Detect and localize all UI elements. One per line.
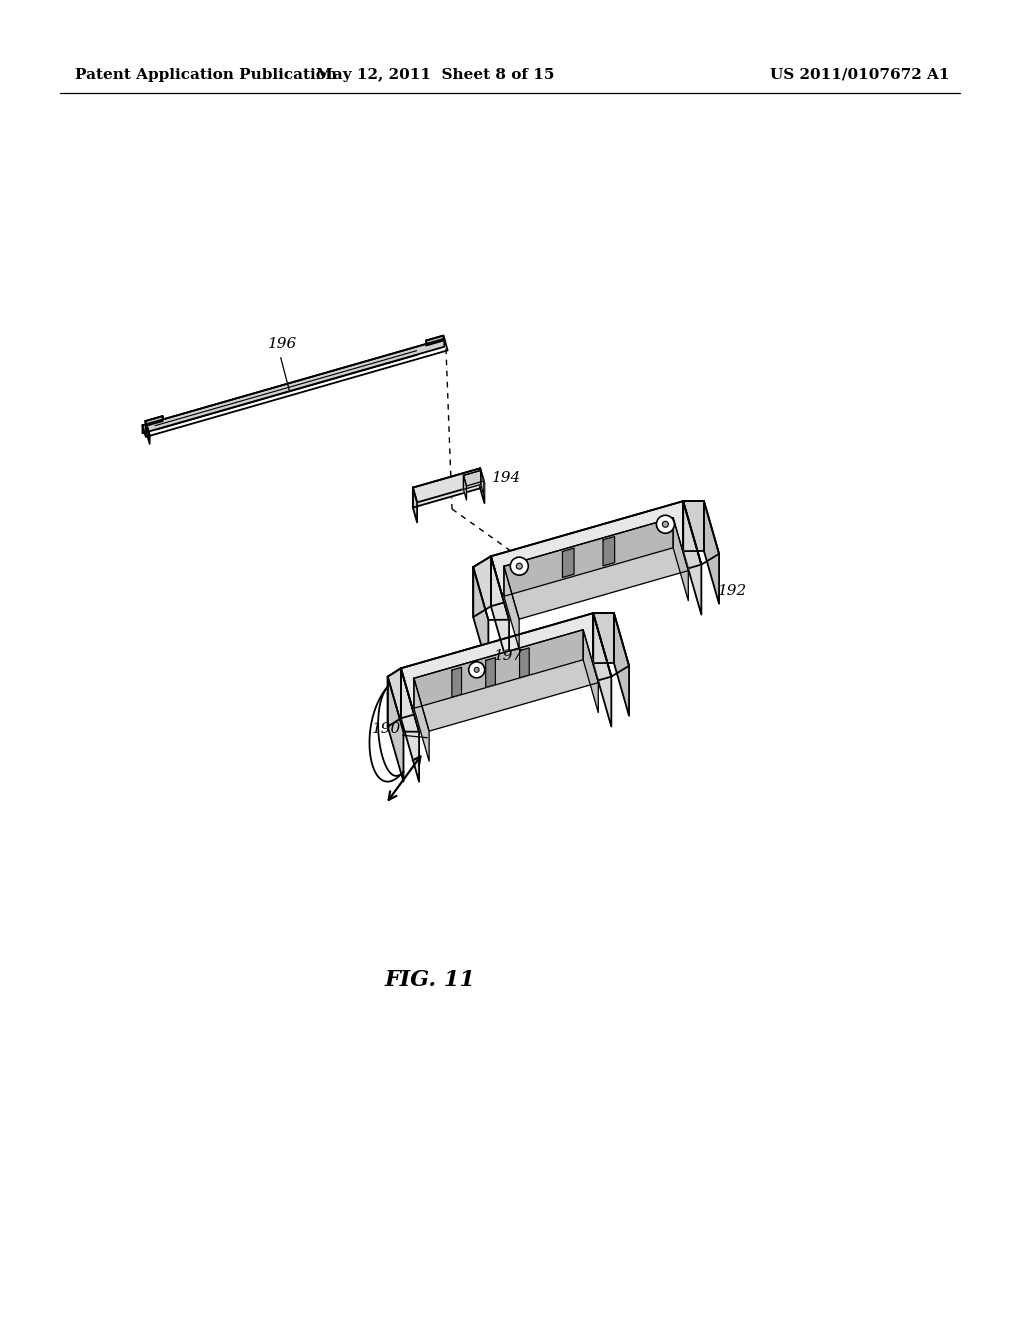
Polygon shape	[401, 668, 419, 781]
Polygon shape	[464, 470, 481, 490]
Text: US 2011/0107672 A1: US 2011/0107672 A1	[770, 69, 949, 82]
Text: Patent Application Publication: Patent Application Publication	[75, 69, 337, 82]
Polygon shape	[481, 470, 483, 495]
Text: 192: 192	[718, 583, 748, 598]
Polygon shape	[426, 335, 444, 343]
Polygon shape	[519, 648, 529, 677]
Polygon shape	[504, 517, 688, 619]
Polygon shape	[414, 630, 598, 731]
Circle shape	[656, 515, 675, 533]
Circle shape	[474, 668, 479, 672]
Text: 197: 197	[495, 649, 523, 664]
Polygon shape	[562, 548, 574, 577]
Text: FIG. 11: FIG. 11	[385, 969, 475, 991]
Polygon shape	[593, 612, 629, 677]
Polygon shape	[401, 614, 611, 731]
Text: 194: 194	[492, 471, 521, 484]
Polygon shape	[603, 536, 614, 566]
Polygon shape	[485, 657, 496, 688]
Polygon shape	[146, 339, 447, 436]
Text: 190: 190	[372, 722, 401, 737]
Text: May 12, 2011  Sheet 8 of 15: May 12, 2011 Sheet 8 of 15	[315, 69, 554, 82]
Polygon shape	[593, 612, 614, 663]
Polygon shape	[464, 475, 467, 500]
Circle shape	[663, 521, 669, 527]
Text: 196: 196	[268, 337, 297, 351]
Polygon shape	[504, 566, 519, 649]
Polygon shape	[426, 335, 443, 346]
Circle shape	[516, 564, 522, 569]
Polygon shape	[145, 416, 163, 426]
Polygon shape	[683, 502, 701, 615]
Polygon shape	[593, 614, 611, 726]
Polygon shape	[146, 424, 150, 444]
Polygon shape	[401, 614, 593, 718]
Polygon shape	[673, 517, 688, 601]
Polygon shape	[388, 668, 419, 731]
Polygon shape	[414, 630, 583, 709]
Polygon shape	[614, 612, 629, 715]
Polygon shape	[414, 678, 429, 762]
Polygon shape	[464, 470, 483, 486]
Polygon shape	[146, 339, 444, 432]
Polygon shape	[490, 556, 509, 669]
Polygon shape	[683, 500, 719, 565]
Polygon shape	[473, 556, 509, 620]
Polygon shape	[413, 469, 484, 503]
Polygon shape	[490, 502, 701, 619]
Polygon shape	[473, 556, 490, 616]
Circle shape	[469, 661, 484, 678]
Polygon shape	[413, 469, 480, 508]
Polygon shape	[142, 424, 146, 433]
Polygon shape	[142, 424, 150, 437]
Polygon shape	[583, 630, 598, 713]
Circle shape	[510, 557, 528, 576]
Polygon shape	[504, 517, 673, 597]
Polygon shape	[683, 500, 703, 552]
Polygon shape	[388, 668, 401, 726]
Polygon shape	[370, 686, 403, 781]
Polygon shape	[388, 677, 403, 781]
Polygon shape	[473, 568, 488, 671]
Polygon shape	[145, 416, 164, 424]
Polygon shape	[452, 668, 462, 697]
Polygon shape	[703, 500, 719, 603]
Polygon shape	[480, 469, 484, 503]
Polygon shape	[490, 502, 683, 606]
Polygon shape	[413, 487, 417, 523]
